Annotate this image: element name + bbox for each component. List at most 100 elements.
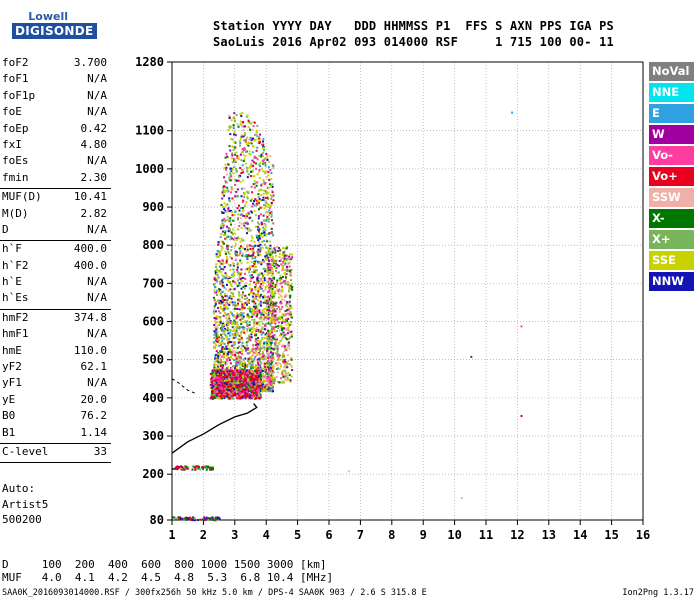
echo-point <box>217 334 220 337</box>
echo-point <box>234 391 237 394</box>
echo-point <box>175 517 178 520</box>
echo-point <box>289 311 292 313</box>
echo-point <box>238 345 240 348</box>
echo-point <box>221 336 224 339</box>
echo-point <box>256 352 259 355</box>
echo-point <box>257 196 260 199</box>
echo-point <box>278 354 281 357</box>
echo-point <box>286 265 289 268</box>
echo-point <box>271 366 274 369</box>
echo-point <box>271 353 274 356</box>
legend-item-noval: NoVal <box>649 62 694 81</box>
echo-point <box>274 262 277 265</box>
echo-point <box>212 374 215 377</box>
echo-point <box>283 356 286 358</box>
echo-point <box>217 351 220 354</box>
echo-point <box>271 365 274 367</box>
echo-point <box>228 391 231 394</box>
echo-point <box>263 386 266 389</box>
echo-point <box>228 378 231 380</box>
echo-point <box>186 517 189 519</box>
echo-point <box>249 175 252 178</box>
echo-point <box>283 346 286 349</box>
echo-point <box>249 350 252 353</box>
auto-version: 500200 <box>2 513 42 526</box>
echo-point <box>240 361 243 363</box>
echo-point <box>281 306 284 308</box>
echo-point <box>258 371 260 374</box>
echo-point <box>246 307 249 310</box>
echo-point <box>238 392 240 395</box>
echo-point <box>246 328 249 331</box>
echo-point <box>270 355 273 358</box>
echo-point <box>190 517 193 520</box>
echo-point <box>223 305 226 308</box>
echo-point <box>229 331 232 334</box>
echo-point <box>232 382 235 385</box>
echo-point <box>215 263 218 266</box>
echo-point <box>257 337 260 339</box>
echo-point <box>229 179 232 182</box>
echo-point <box>249 291 252 294</box>
echo-point <box>275 301 278 304</box>
echo-point <box>213 330 216 333</box>
echo-point <box>255 397 258 400</box>
echo-point <box>285 323 288 326</box>
echo-point <box>230 291 233 294</box>
echo-point <box>256 308 259 311</box>
echo-point <box>251 349 254 352</box>
echo-point <box>237 216 240 219</box>
echo-point <box>261 246 264 249</box>
echo-point <box>259 382 261 385</box>
echo-point <box>267 171 270 173</box>
echo-point <box>211 371 214 374</box>
echo-point <box>230 119 233 122</box>
echo-point <box>248 166 251 169</box>
echo-point <box>217 353 220 355</box>
echo-point <box>230 390 233 393</box>
panel-separator <box>0 462 111 464</box>
echo-point <box>238 351 241 354</box>
echo-point <box>246 372 249 374</box>
echo-point <box>265 200 268 203</box>
echo-point <box>222 296 224 299</box>
echo-point <box>233 382 236 385</box>
echo-point <box>286 301 289 304</box>
echo-point <box>250 348 253 351</box>
echo-point <box>221 260 224 262</box>
echo-point <box>217 338 220 341</box>
echo-point <box>220 248 223 251</box>
echo-point <box>262 383 265 386</box>
echo-point <box>208 466 211 469</box>
echo-point <box>236 325 239 328</box>
echo-point <box>243 158 246 161</box>
echo-point <box>255 297 258 300</box>
echo-point <box>277 325 280 327</box>
echo-point <box>279 340 281 343</box>
echo-point <box>283 350 286 353</box>
echo-point <box>249 229 252 232</box>
echo-point <box>281 281 284 284</box>
echo-point <box>235 160 238 163</box>
echo-point <box>224 272 227 275</box>
echo-point <box>213 326 216 329</box>
echo-point <box>272 364 275 367</box>
echo-point <box>205 465 208 468</box>
echo-point <box>260 167 263 170</box>
echo-point <box>283 345 286 348</box>
echo-point <box>205 468 208 471</box>
echo-point <box>267 353 270 356</box>
echo-point <box>231 152 234 155</box>
echo-point <box>223 176 226 179</box>
echo-point <box>270 357 273 360</box>
echo-point <box>282 369 284 372</box>
echo-point <box>218 375 221 378</box>
echo-point <box>228 252 231 255</box>
echo-point <box>213 317 216 319</box>
echo-point <box>262 196 265 199</box>
echo-point <box>281 345 284 348</box>
param-row-h-f2: h`F2 400.0 <box>0 259 111 275</box>
echo-point <box>269 351 272 354</box>
echo-point <box>236 278 239 281</box>
echo-point <box>258 311 261 314</box>
